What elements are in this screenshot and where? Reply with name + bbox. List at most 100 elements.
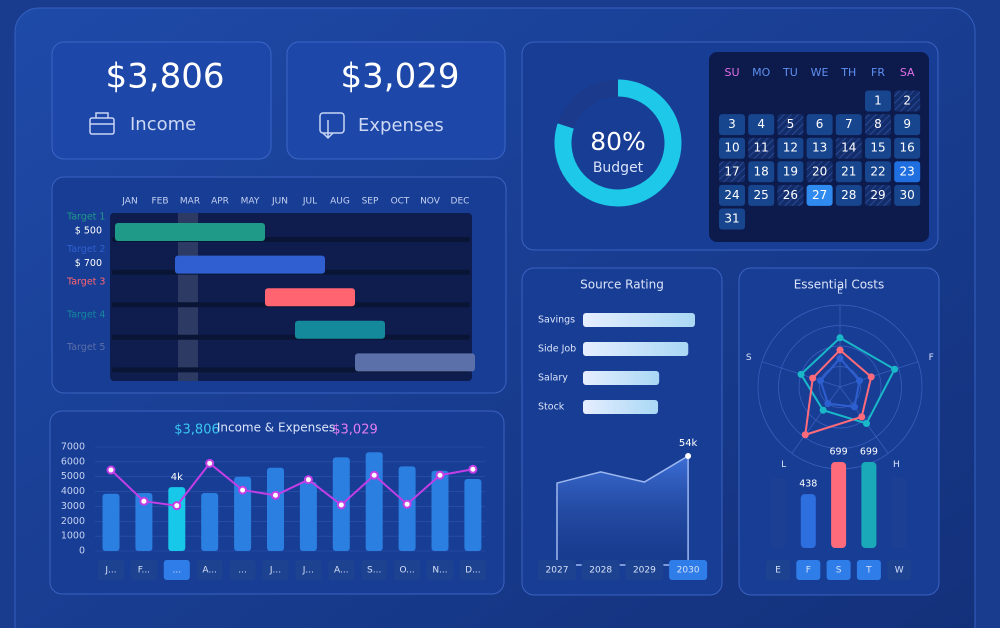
day-cell[interactable] xyxy=(865,184,891,206)
day-cell[interactable] xyxy=(894,184,921,206)
expense-point[interactable] xyxy=(303,475,313,485)
day-cell[interactable] xyxy=(719,114,745,136)
month-button[interactable] xyxy=(361,560,388,580)
rating-bar[interactable] xyxy=(583,342,689,356)
day-cell[interactable] xyxy=(748,161,775,183)
income-bar[interactable] xyxy=(464,478,482,551)
month-button[interactable] xyxy=(262,560,289,580)
income-bar[interactable] xyxy=(135,493,153,551)
day-cell[interactable] xyxy=(806,137,833,159)
day-cell[interactable] xyxy=(777,184,804,206)
year-button[interactable] xyxy=(581,560,620,580)
cost-bar[interactable] xyxy=(891,477,907,548)
day-button[interactable] xyxy=(826,560,851,580)
day-cell[interactable] xyxy=(865,137,891,159)
day-cell[interactable] xyxy=(865,114,891,136)
month-button[interactable] xyxy=(295,560,322,580)
radar-point[interactable] xyxy=(836,334,844,342)
day-cell[interactable] xyxy=(894,90,921,112)
radar-point[interactable] xyxy=(817,377,825,385)
cost-bar[interactable] xyxy=(861,462,877,548)
month-button[interactable] xyxy=(427,560,453,580)
radar-point[interactable] xyxy=(855,377,863,385)
day-cell[interactable] xyxy=(835,161,862,183)
expense-point[interactable] xyxy=(271,490,280,500)
year-button[interactable] xyxy=(538,560,576,580)
radar-point[interactable] xyxy=(891,365,899,373)
expense-point[interactable] xyxy=(172,501,182,511)
income-bar[interactable] xyxy=(168,487,186,551)
expense-point[interactable] xyxy=(369,470,379,480)
expense-point[interactable] xyxy=(238,485,248,495)
radar-point[interactable] xyxy=(824,400,832,408)
year-button[interactable] xyxy=(669,560,708,580)
income-card[interactable] xyxy=(51,41,272,160)
radar-point[interactable] xyxy=(809,374,817,382)
day-cell[interactable] xyxy=(719,208,745,230)
expenses-card[interactable] xyxy=(286,41,506,160)
cost-bar[interactable] xyxy=(831,462,847,548)
radar-point[interactable] xyxy=(867,373,875,381)
month-button[interactable] xyxy=(229,560,256,580)
income-bar[interactable] xyxy=(201,493,219,551)
expense-point[interactable] xyxy=(336,500,346,510)
rating-bar[interactable] xyxy=(583,400,659,414)
gantt-bar[interactable] xyxy=(175,255,325,274)
radar-point[interactable] xyxy=(836,346,844,354)
gantt-bar[interactable] xyxy=(115,223,265,241)
income-bar[interactable] xyxy=(234,476,252,551)
day-button[interactable] xyxy=(887,560,912,580)
gantt-bar[interactable] xyxy=(265,288,355,307)
day-cell[interactable] xyxy=(835,114,862,136)
day-cell[interactable] xyxy=(865,90,891,112)
day-cell[interactable] xyxy=(719,161,745,183)
radar-point[interactable] xyxy=(863,419,871,427)
day-cell[interactable] xyxy=(719,184,745,206)
day-cell[interactable] xyxy=(806,161,833,183)
month-button[interactable] xyxy=(98,560,124,580)
month-button[interactable] xyxy=(459,560,486,580)
expense-point[interactable] xyxy=(402,499,412,509)
cost-bar[interactable] xyxy=(770,477,786,548)
day-cell[interactable] xyxy=(748,114,775,136)
day-cell[interactable] xyxy=(719,137,745,159)
radar-point[interactable] xyxy=(850,403,858,411)
radar-point[interactable] xyxy=(801,431,809,439)
month-button[interactable] xyxy=(163,560,190,580)
income-bar[interactable] xyxy=(299,481,317,551)
month-button[interactable] xyxy=(130,560,157,580)
expense-point[interactable] xyxy=(468,464,478,474)
expense-point[interactable] xyxy=(205,458,215,468)
month-button[interactable] xyxy=(394,560,421,580)
expense-point[interactable] xyxy=(139,496,149,506)
gantt-bar[interactable] xyxy=(355,353,475,372)
rating-bar[interactable] xyxy=(583,371,660,385)
radar-point[interactable] xyxy=(858,413,866,421)
radar-point[interactable] xyxy=(819,406,827,414)
cost-bar[interactable] xyxy=(800,494,816,548)
day-cell[interactable] xyxy=(777,137,804,159)
day-cell[interactable] xyxy=(894,137,921,159)
gantt-bar[interactable] xyxy=(295,320,385,339)
day-cell[interactable] xyxy=(865,161,891,183)
year-button[interactable] xyxy=(625,560,664,580)
day-cell[interactable] xyxy=(894,114,921,136)
day-cell[interactable] xyxy=(894,161,921,183)
day-button[interactable] xyxy=(856,560,881,580)
radar-point[interactable] xyxy=(797,370,805,378)
income-bar[interactable] xyxy=(102,493,120,551)
income-bar[interactable] xyxy=(431,470,449,551)
income-bar[interactable] xyxy=(365,452,383,551)
day-cell[interactable] xyxy=(748,184,775,206)
day-cell[interactable] xyxy=(835,184,862,206)
expense-point[interactable] xyxy=(435,470,445,480)
income-bar[interactable] xyxy=(267,467,284,551)
expense-point[interactable] xyxy=(106,465,116,475)
month-button[interactable] xyxy=(196,560,223,580)
day-cell[interactable] xyxy=(748,137,775,159)
day-button[interactable] xyxy=(796,560,821,580)
day-cell[interactable] xyxy=(777,161,804,183)
day-cell[interactable] xyxy=(806,114,833,136)
day-cell[interactable] xyxy=(777,114,804,136)
day-button[interactable] xyxy=(766,560,790,580)
